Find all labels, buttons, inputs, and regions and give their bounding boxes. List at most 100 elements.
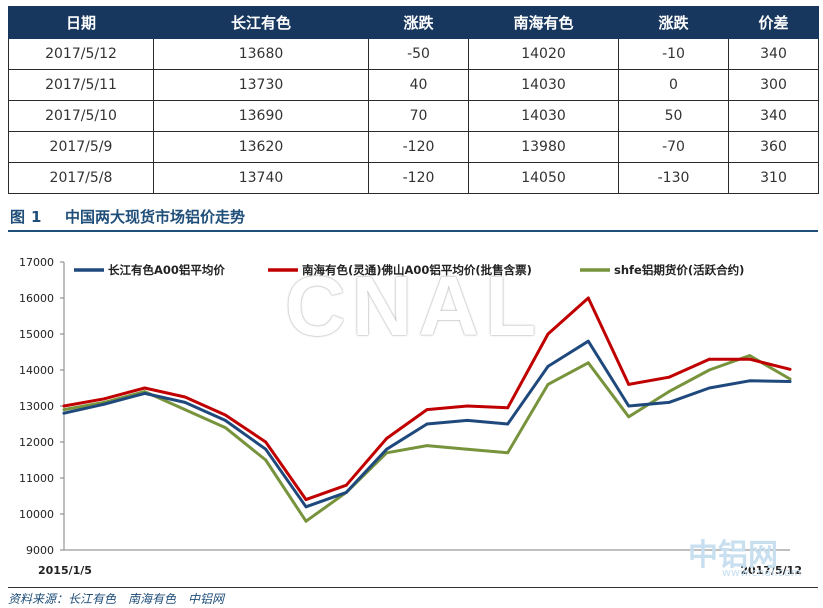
cell-date: 2017/5/12 <box>8 38 154 70</box>
cell-nanhai: 14030 <box>468 100 619 132</box>
data-point <box>627 383 631 386</box>
cell-change1: -120 <box>368 131 469 163</box>
data-point <box>586 361 590 365</box>
figure-title: 中国两大现货市场铝价走势 <box>65 208 246 226</box>
data-point <box>707 357 711 361</box>
cell-change2: 0 <box>618 69 729 101</box>
y-tick-label: 11000 <box>19 472 54 485</box>
data-point <box>102 397 106 401</box>
legend-label: shfe铝期货价(活跃合约) <box>614 263 744 277</box>
data-point <box>707 368 711 372</box>
data-point <box>344 483 348 487</box>
table-row: 2017/5/8 13740 -120 14050 -130 310 <box>8 162 819 194</box>
data-point <box>465 447 469 451</box>
data-point <box>667 390 671 393</box>
data-point <box>62 408 66 411</box>
data-point <box>143 392 147 395</box>
series-line <box>62 354 792 523</box>
data-point <box>465 419 469 422</box>
data-point <box>546 365 550 368</box>
cell-changjiang: 13620 <box>153 131 369 163</box>
data-point <box>183 401 187 404</box>
data-point <box>788 380 792 383</box>
cell-date: 2017/5/10 <box>8 100 154 132</box>
data-point <box>425 422 429 426</box>
cell-spread: 340 <box>728 38 819 70</box>
col-change1-header: 涨跌 <box>368 6 469 39</box>
x-tick-label: 2015/1/5 <box>38 564 92 577</box>
y-tick-label: 10000 <box>19 508 54 521</box>
y-tick-label: 16000 <box>19 292 54 305</box>
y-tick-label: 12000 <box>19 436 54 449</box>
data-point <box>667 375 671 379</box>
data-point <box>586 296 590 300</box>
data-point <box>506 422 510 426</box>
source-divider <box>8 587 818 588</box>
table-header-row: 日期 长江有色 涨跌 南海有色 涨跌 价差 <box>8 6 819 39</box>
data-point <box>748 354 752 357</box>
data-point <box>304 519 308 523</box>
col-date-header: 日期 <box>8 6 154 39</box>
cell-nanhai: 13980 <box>468 131 619 163</box>
y-axis: 17000 16000 15000 14000 13000 12000 11000 10000… <box>19 256 65 557</box>
cell-change1: -50 <box>368 38 469 70</box>
data-point <box>223 426 227 429</box>
data-point <box>465 404 469 408</box>
data-point <box>223 419 227 422</box>
cnal-url-watermark: www.cnal.com <box>722 566 802 579</box>
data-point <box>385 437 389 440</box>
legend-label: 南海有色(灵通)佛山A00铝平均价(批售含票) <box>302 263 532 277</box>
series-layer <box>62 296 792 523</box>
x-axis: 2015/1/5 2017/5/12 <box>38 549 802 577</box>
data-point <box>304 505 308 509</box>
col-spread-header: 价差 <box>728 6 819 39</box>
source-note: 资料来源：长江有色 南海有色 中铝网 <box>8 592 225 606</box>
y-tick-label: 15000 <box>19 328 54 341</box>
data-point <box>707 386 711 390</box>
data-point <box>143 386 147 390</box>
cell-date: 2017/5/8 <box>8 162 154 194</box>
cell-changjiang: 13740 <box>153 162 369 194</box>
table-row: 2017/5/12 13680 -50 14020 -10 340 <box>8 38 819 70</box>
data-point <box>264 458 268 462</box>
table-row: 2017/5/11 13730 40 14030 0 300 <box>8 69 819 101</box>
cell-nanhai: 14020 <box>468 38 619 70</box>
data-point <box>425 444 429 447</box>
data-point <box>223 413 227 417</box>
cell-change1: -120 <box>368 162 469 194</box>
data-point <box>586 339 590 343</box>
data-point <box>546 332 550 336</box>
col-change2-header: 涨跌 <box>618 6 729 39</box>
cell-changjiang: 13730 <box>153 69 369 101</box>
cell-spread: 310 <box>728 162 819 194</box>
table-row: 2017/5/10 13690 70 14030 50 340 <box>8 100 819 132</box>
aluminum-price-chart: 17000 16000 15000 14000 13000 12000 11000 10000… <box>19 256 802 577</box>
data-point <box>627 415 631 419</box>
cell-change1: 40 <box>368 69 469 101</box>
cell-spread: 300 <box>728 69 819 101</box>
cell-changjiang: 13690 <box>153 100 369 132</box>
data-point <box>506 451 510 455</box>
cell-date: 2017/5/9 <box>8 131 154 163</box>
data-point <box>62 404 66 408</box>
data-point <box>748 379 752 383</box>
data-point <box>788 367 792 371</box>
cell-change2: -130 <box>618 162 729 194</box>
data-point <box>264 440 268 444</box>
zhonglv-watermark: 中铝网 <box>688 538 778 573</box>
data-point <box>385 447 389 451</box>
data-point <box>304 498 308 501</box>
data-point <box>344 491 348 494</box>
figure-divider <box>8 230 818 232</box>
y-tick-label: 14000 <box>19 364 54 377</box>
data-point <box>627 404 631 408</box>
y-tick-label: 17000 <box>19 256 54 269</box>
figure-label-text: 图 <box>10 208 26 226</box>
data-point <box>506 406 510 410</box>
legend-label: 长江有色A00铝平均价 <box>108 263 225 277</box>
data-point <box>788 377 792 381</box>
col-changjiang-header: 长江有色 <box>153 6 369 39</box>
data-point <box>546 383 550 386</box>
figure-number: 1 <box>31 208 42 226</box>
